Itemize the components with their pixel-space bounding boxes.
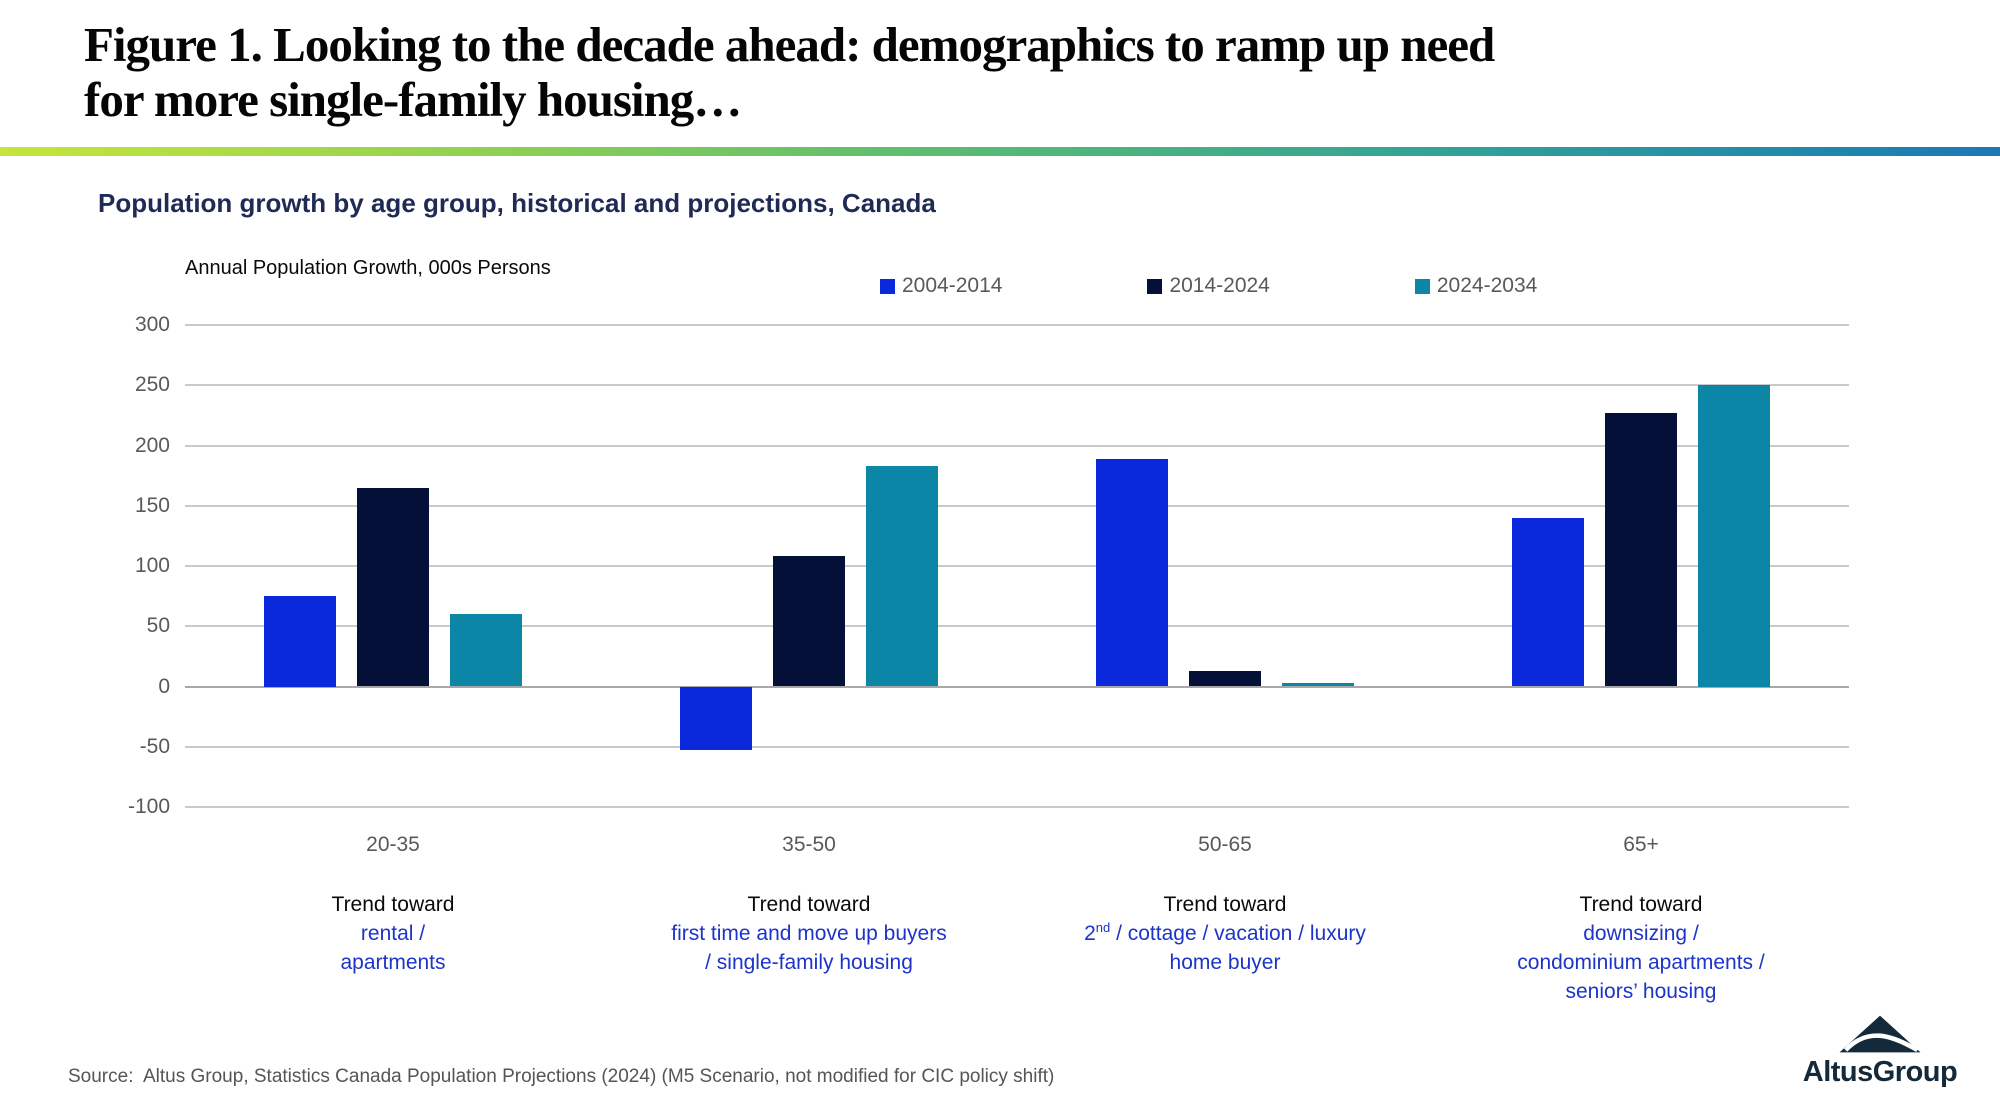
trend-intro: Trend toward	[331, 893, 455, 916]
trend-block-65+: Trend toward downsizing / condominium apar…	[1413, 890, 1869, 1006]
y-tick-label: 0	[158, 674, 170, 698]
gridline	[185, 625, 1849, 628]
bar-2004-2014-50-65	[1096, 458, 1168, 687]
trend-line: rental /	[360, 922, 426, 945]
legend-item-2014-2024: 2014-2024	[1147, 274, 1270, 298]
y-tick-label: 300	[134, 313, 170, 336]
trend-block-20-35: Trend toward rental / apartments	[165, 890, 621, 977]
zero-gridline	[185, 685, 1849, 688]
y-tick-label: 250	[134, 373, 170, 397]
x-axis-label-35-50: 35-50	[782, 833, 836, 856]
logo-text: AltusGroup	[1802, 1056, 1958, 1088]
gridline	[185, 806, 1849, 808]
x-axis-label-20-35: 20-35	[366, 833, 420, 856]
bar-2014-2024-50-65	[1189, 670, 1261, 687]
plot-area	[185, 324, 1849, 808]
legend-label: 2014-2024	[1169, 274, 1270, 297]
trend-line: apartments	[340, 951, 446, 974]
bar-2024-2034-65+	[1698, 385, 1770, 687]
bar-2024-2034-35-50	[866, 465, 938, 687]
figure-title-line2: for more single-family housing…	[84, 71, 742, 127]
trend-line: downsizing /	[1583, 922, 1699, 945]
gridline	[185, 504, 1849, 507]
trend-intro: Trend toward	[747, 893, 871, 916]
y-tick-label: 150	[134, 493, 170, 517]
trend-intro: Trend toward	[1163, 893, 1287, 916]
gridline	[185, 324, 1849, 326]
y-tick-label: 100	[134, 554, 170, 577]
gridline	[185, 444, 1849, 447]
legend-label: 2004-2014	[902, 274, 1003, 297]
y-tick-label: 50	[146, 614, 170, 638]
legend-swatch-icon	[880, 278, 895, 294]
mountain-icon	[1839, 1015, 1921, 1053]
bar-2014-2024-35-50	[773, 556, 845, 687]
legend-swatch-icon	[1414, 278, 1430, 294]
bar-2024-2034-50-65	[1282, 682, 1354, 687]
trend-line: first time and move up buyers	[671, 922, 947, 945]
chart-legend: 2004-2014 2014-2024 2024-2034	[880, 274, 1537, 298]
trend-intro: Trend toward	[1579, 893, 1703, 916]
axis-unit-note: Annual Population Growth, 000s Persons	[185, 257, 551, 279]
bar-2004-2014-65+	[1512, 517, 1584, 687]
figure-title: Figure 1. Looking to the decade ahead: d…	[84, 17, 1864, 128]
altus-logo: AltusGroup	[1800, 1014, 1960, 1089]
trend-line: / single-family housing	[705, 951, 913, 974]
trend-line: home buyer	[1169, 951, 1281, 974]
bar-2004-2014-35-50	[680, 686, 752, 751]
trend-block-35-50: Trend toward first time and move up buyer…	[581, 890, 1037, 977]
trend-line: condominium apartments /	[1517, 951, 1765, 974]
gridline	[185, 745, 1849, 748]
gridline	[185, 565, 1849, 567]
bar-2004-2014-20-35	[264, 596, 336, 687]
legend-item-2024-2034: 2024-2034	[1414, 274, 1538, 298]
bar-2014-2024-20-35	[357, 487, 429, 687]
trend-line: seniors’ housing	[1565, 980, 1717, 1003]
trend-line: 2nd / cottage / vacation / luxury	[1084, 920, 1366, 945]
y-tick-label: -100	[127, 795, 170, 818]
legend-item-2004-2014: 2004-2014	[880, 274, 1002, 298]
figure-title-line1: Figure 1. Looking to the decade ahead: d…	[84, 17, 1495, 72]
bar-2024-2034-20-35	[450, 614, 522, 687]
x-axis-label-50-65: 50-65	[1198, 833, 1252, 856]
accent-gradient-divider	[0, 147, 2000, 156]
y-tick-label: 200	[134, 433, 170, 457]
legend-label: 2024-2034	[1436, 274, 1538, 297]
x-axis-label-65+: 65+	[1623, 833, 1659, 856]
y-tick-label: -50	[139, 734, 170, 758]
source-note: Source: Altus Group, Statistics Canada P…	[68, 1066, 1055, 1087]
bar-2014-2024-65+	[1605, 412, 1677, 687]
gridline	[185, 384, 1849, 387]
chart-title: Population growth by age group, historic…	[98, 188, 936, 218]
trend-block-50-65: Trend toward 2nd / cottage / vacation / l…	[997, 890, 1453, 977]
legend-swatch-icon	[1147, 278, 1163, 294]
